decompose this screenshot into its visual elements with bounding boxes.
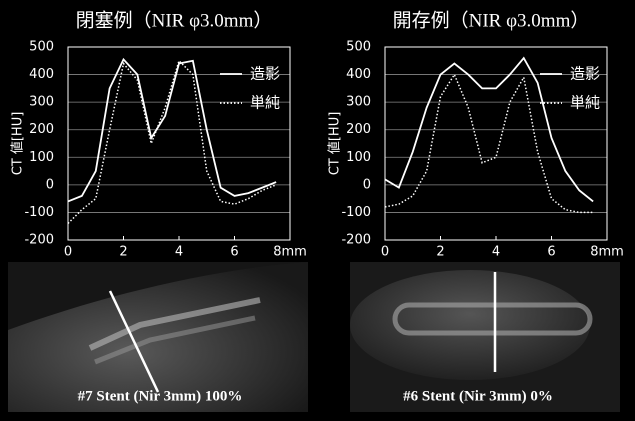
y-tick-label: 200 — [29, 122, 54, 137]
y-tick-label: 500 — [346, 40, 371, 55]
x-tick-label: 2 — [119, 245, 127, 260]
figure: #7 Stent (Nir 3mm) 100% #6 Stent (Nir 3m… — [0, 0, 635, 417]
y-tick-label: -200 — [341, 233, 371, 248]
x-tick-label: 4 — [175, 245, 183, 260]
y-tick-label: 400 — [346, 67, 371, 82]
legend-label: 造影 — [250, 65, 280, 83]
y-axis-label: CT 値[HU] — [327, 112, 343, 176]
x-tick-label: 8mm — [590, 245, 624, 260]
y-tick-label: 100 — [346, 150, 371, 165]
x-tick-label: 2 — [436, 245, 444, 260]
x-tick-label: 6 — [547, 245, 555, 260]
x-tick-label: 6 — [230, 245, 238, 260]
y-tick-label: 0 — [46, 177, 54, 192]
y-tick-label: -200 — [24, 233, 54, 248]
y-tick-label: 0 — [363, 177, 371, 192]
chart-title: 閉塞例（NIR φ3.0mm） — [76, 9, 273, 31]
y-tick-label: 400 — [29, 67, 54, 82]
y-tick-label: -100 — [341, 205, 371, 220]
y-tick-label: 300 — [29, 95, 54, 110]
x-tick-label: 0 — [381, 245, 389, 260]
legend-label: 単純 — [250, 94, 280, 112]
y-tick-label: 500 — [29, 40, 54, 55]
y-axis-label: CT 値[HU] — [10, 112, 26, 176]
y-tick-label: 100 — [29, 150, 54, 165]
x-tick-label: 4 — [492, 245, 500, 260]
legend-label: 単純 — [570, 94, 600, 112]
y-tick-label: 200 — [346, 122, 371, 137]
caption: #6 Stent (Nir 3mm) 0% — [403, 388, 553, 404]
y-tick-label: -100 — [24, 205, 54, 220]
caption: #7 Stent (Nir 3mm) 100% — [78, 388, 243, 404]
x-tick-label: 0 — [64, 245, 72, 260]
y-tick-label: 300 — [346, 95, 371, 110]
series-line — [68, 61, 276, 224]
chart-title: 開存例（NIR φ3.0mm） — [393, 9, 590, 31]
legend-label: 造影 — [570, 65, 600, 83]
x-tick-label: 8mm — [273, 245, 307, 260]
